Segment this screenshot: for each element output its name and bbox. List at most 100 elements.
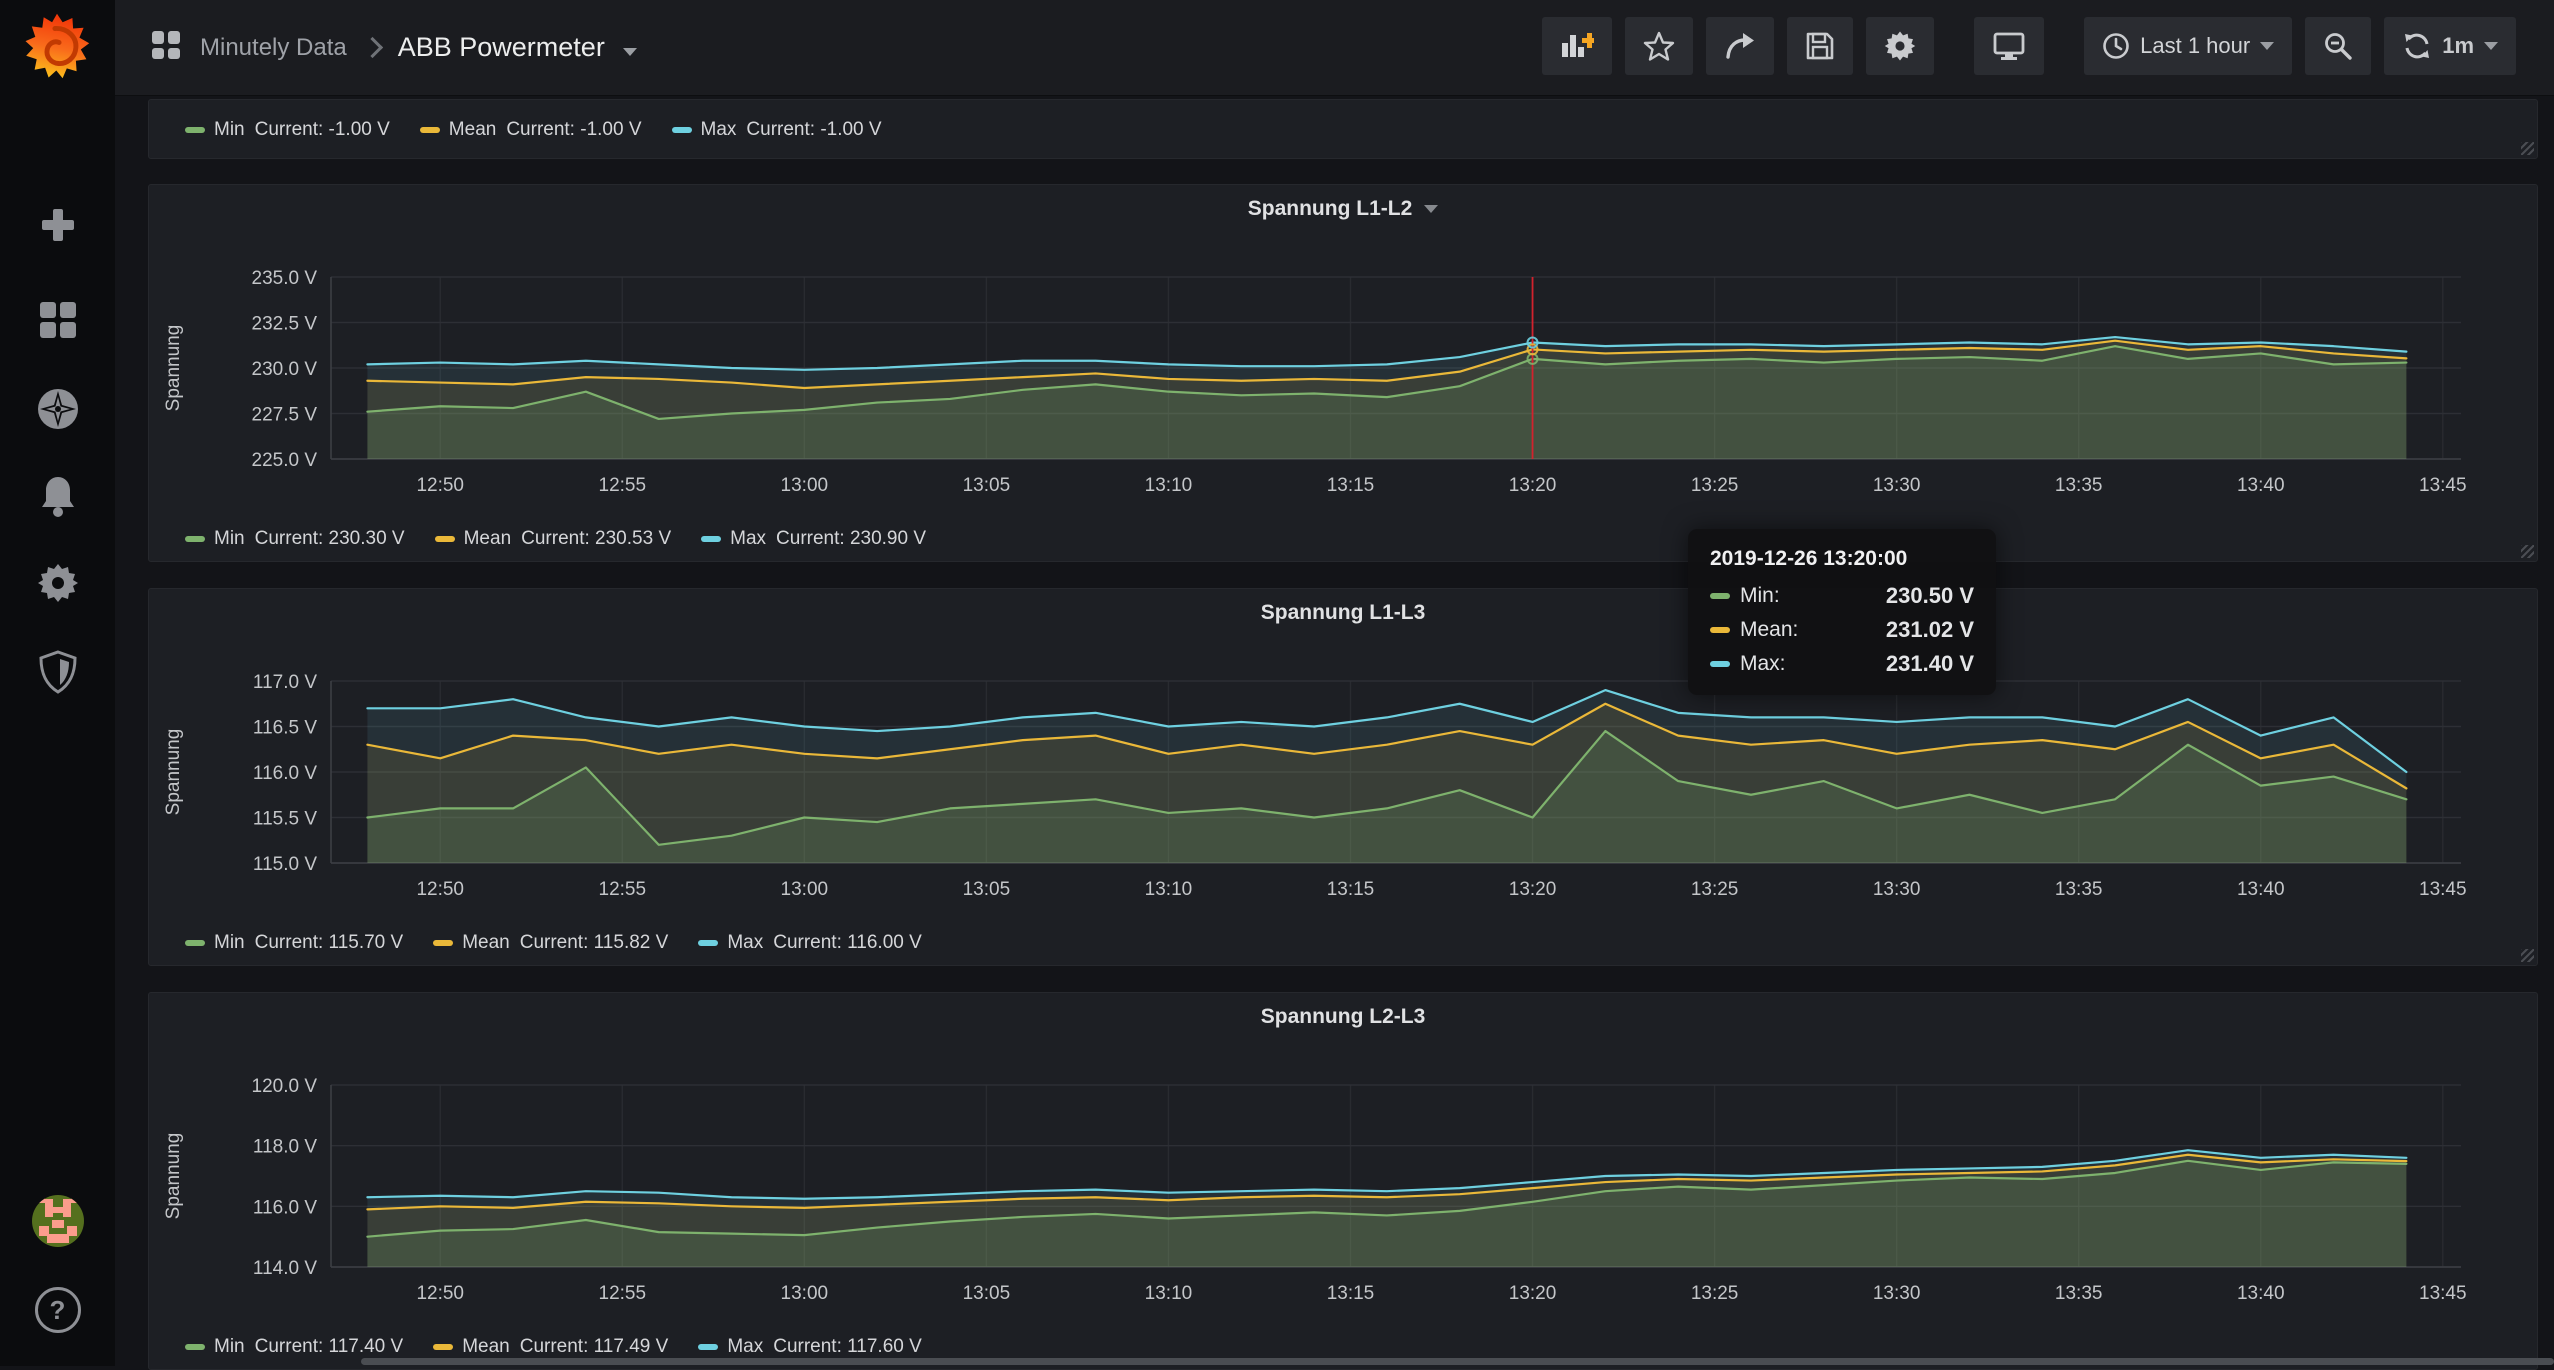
tooltip-series-value: 231.02 V bbox=[1886, 617, 1974, 643]
grafana-logo-icon[interactable] bbox=[22, 10, 92, 82]
breadcrumb-dashboard-title[interactable]: ABB Powermeter bbox=[398, 32, 605, 63]
legend-series-name[interactable]: Mean bbox=[462, 932, 510, 954]
dashboard-title-caret-icon[interactable] bbox=[623, 48, 637, 56]
time-series-plot[interactable]: 12:5012:5513:0013:0513:1013:1513:2013:25… bbox=[149, 1049, 2539, 1311]
refresh-caret-icon bbox=[2484, 42, 2498, 50]
alerting-bell-icon[interactable] bbox=[0, 471, 115, 521]
chart-area[interactable]: 12:5012:5513:0013:0513:1013:1513:2013:25… bbox=[149, 645, 2537, 907]
legend-series-name[interactable]: Max bbox=[701, 119, 737, 141]
zoom-out-time-button[interactable] bbox=[2305, 17, 2371, 75]
legend-series-name[interactable]: Max bbox=[727, 1336, 763, 1358]
legend-current-value: Current: 117.40 V bbox=[255, 1336, 404, 1358]
panel-title[interactable]: Spannung L1-L3 bbox=[149, 601, 2537, 625]
legend-color-swatch bbox=[185, 536, 205, 542]
time-range-picker[interactable]: Last 1 hour bbox=[2084, 17, 2292, 75]
legend-item: MaxCurrent: 116.00 V bbox=[698, 932, 921, 954]
svg-text:230.0 V: 230.0 V bbox=[252, 359, 318, 380]
create-icon[interactable] bbox=[0, 200, 115, 250]
legend-current-value: Current: 117.49 V bbox=[520, 1336, 669, 1358]
server-admin-shield-icon[interactable] bbox=[0, 647, 115, 697]
tooltip-row-mean: Mean: 231.02 V bbox=[1710, 617, 1974, 643]
legend-color-swatch bbox=[433, 940, 453, 946]
svg-text:13:25: 13:25 bbox=[1691, 1283, 1739, 1304]
svg-text:13:00: 13:00 bbox=[781, 1283, 829, 1304]
legend-current-value: Current: 115.70 V bbox=[255, 932, 404, 954]
breadcrumb-chevron-icon bbox=[362, 37, 383, 58]
legend-item: Min Current: 115.70 V bbox=[185, 932, 403, 954]
help-icon[interactable]: ? bbox=[0, 1285, 115, 1335]
share-dashboard-button[interactable] bbox=[1706, 17, 1774, 75]
panel-legend: Min Current: 115.70 V Mean Current: 115.82 … bbox=[185, 925, 952, 961]
cycle-view-mode-button[interactable] bbox=[1974, 17, 2044, 75]
save-dashboard-button[interactable] bbox=[1787, 17, 1853, 75]
svg-text:13:35: 13:35 bbox=[2055, 879, 2103, 900]
legend-series-name[interactable]: Max bbox=[727, 932, 763, 954]
svg-text:13:10: 13:10 bbox=[1145, 475, 1193, 496]
legend-series-name[interactable]: Mean bbox=[462, 1336, 510, 1358]
legend-item: MaxCurrent: 230.90 V bbox=[701, 528, 926, 550]
legend-color-swatch bbox=[433, 1344, 453, 1350]
svg-text:13:20: 13:20 bbox=[1509, 1283, 1557, 1304]
legend-current-value: Current: 115.82 V bbox=[520, 932, 669, 954]
mean-color-swatch bbox=[1710, 627, 1730, 633]
legend-current-value: Current: 230.53 V bbox=[521, 528, 671, 550]
legend-color-swatch bbox=[435, 536, 455, 542]
svg-text:13:10: 13:10 bbox=[1145, 1283, 1193, 1304]
add-panel-button[interactable] bbox=[1542, 17, 1612, 75]
panel-title[interactable]: Spannung L2-L3 bbox=[149, 1005, 2537, 1029]
legend-item: Mean Current: 115.82 V bbox=[433, 932, 668, 954]
panel-menu-caret-icon[interactable] bbox=[1424, 205, 1438, 213]
svg-text:13:30: 13:30 bbox=[1873, 1283, 1921, 1304]
dashboard-settings-button[interactable] bbox=[1866, 17, 1934, 75]
time-series-plot[interactable]: 12:5012:5513:0013:0513:1013:1513:2013:25… bbox=[149, 645, 2539, 907]
svg-text:13:15: 13:15 bbox=[1327, 475, 1375, 496]
svg-text:116.0 V: 116.0 V bbox=[253, 763, 317, 784]
svg-text:13:35: 13:35 bbox=[2055, 475, 2103, 496]
legend-series-name[interactable]: Mean bbox=[464, 528, 512, 550]
tooltip-row-min: Min: 230.50 V bbox=[1710, 583, 1974, 609]
svg-text:114.0 V: 114.0 V bbox=[253, 1258, 317, 1279]
tooltip-series-value: 231.40 V bbox=[1886, 651, 1974, 677]
legend-series-name[interactable]: Mean bbox=[449, 119, 497, 141]
configuration-gear-icon[interactable] bbox=[0, 558, 115, 608]
svg-text:13:45: 13:45 bbox=[2419, 1283, 2467, 1304]
tooltip-row-max: Max: 231.40 V bbox=[1710, 651, 1974, 677]
svg-text:13:40: 13:40 bbox=[2237, 1283, 2285, 1304]
legend-current-value: Current: -1.00 V bbox=[746, 119, 881, 141]
chart-area[interactable]: 12:5012:5513:0013:0513:1013:1513:2013:25… bbox=[149, 241, 2537, 503]
refresh-button[interactable]: 1m bbox=[2384, 17, 2516, 75]
panel-resize-handle[interactable] bbox=[2521, 545, 2534, 558]
chart-area[interactable]: 12:5012:5513:0013:0513:1013:1513:2013:25… bbox=[149, 1049, 2537, 1311]
panel-title[interactable]: Spannung L1-L2 bbox=[149, 197, 2537, 221]
horizontal-scrollbar[interactable] bbox=[361, 1358, 2554, 1365]
dashboards-icon[interactable] bbox=[0, 295, 115, 345]
tooltip-series-value: 230.50 V bbox=[1886, 583, 1974, 609]
explore-compass-icon[interactable] bbox=[0, 384, 115, 434]
tooltip-timestamp: 2019-12-26 13:20:00 bbox=[1710, 547, 1974, 571]
star-dashboard-button[interactable] bbox=[1625, 17, 1693, 75]
svg-text:12:55: 12:55 bbox=[599, 475, 647, 496]
panel-resize-handle[interactable] bbox=[2521, 142, 2534, 155]
user-avatar[interactable] bbox=[0, 1193, 115, 1249]
legend-current-value: Current: 230.30 V bbox=[255, 528, 405, 550]
grafana-dashboard: ? Minutely Data ABB Powermeter bbox=[0, 0, 2554, 1366]
dashboard-toolbar: Last 1 hour 1m bbox=[1542, 16, 2516, 76]
svg-text:13:05: 13:05 bbox=[963, 879, 1011, 900]
legend-series-name[interactable]: Min bbox=[214, 1336, 245, 1358]
legend-series-name[interactable]: Min bbox=[214, 932, 245, 954]
min-color-swatch bbox=[1710, 593, 1730, 599]
apps-grid-icon[interactable] bbox=[150, 29, 182, 66]
legend-color-swatch bbox=[185, 940, 205, 946]
legend-color-swatch bbox=[698, 1344, 718, 1350]
time-series-plot[interactable]: 12:5012:5513:0013:0513:1013:1513:2013:25… bbox=[149, 241, 2539, 503]
panel-resize-handle[interactable] bbox=[2521, 949, 2534, 962]
breadcrumb-folder[interactable]: Minutely Data bbox=[200, 34, 347, 62]
legend-item: Max Current: -1.00 V bbox=[672, 119, 882, 141]
legend-color-swatch bbox=[185, 127, 205, 133]
legend-item: Min Current: 117.40 V bbox=[185, 1336, 403, 1358]
legend-series-name[interactable]: Min bbox=[214, 119, 245, 141]
legend-series-name[interactable]: Min bbox=[214, 528, 245, 550]
legend-color-swatch bbox=[672, 127, 692, 133]
svg-text:13:40: 13:40 bbox=[2237, 475, 2285, 496]
legend-series-name[interactable]: Max bbox=[730, 528, 766, 550]
